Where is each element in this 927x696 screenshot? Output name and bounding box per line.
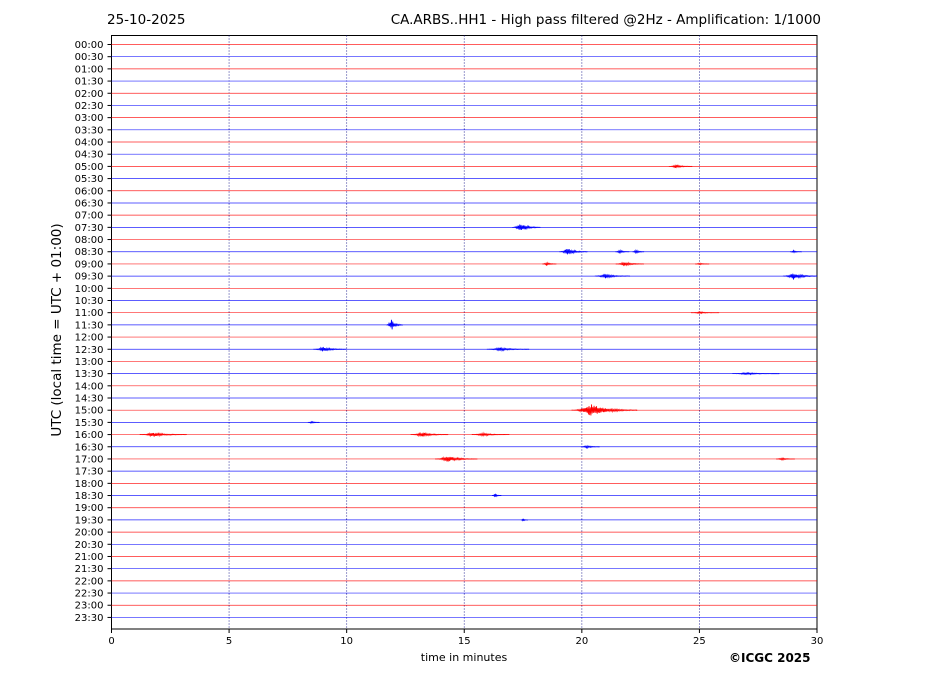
seismic-event bbox=[386, 319, 404, 330]
copyright-label: ©ICGC 2025 bbox=[729, 651, 811, 665]
seismic-event bbox=[690, 310, 720, 315]
x-tick-label: 0 bbox=[108, 636, 114, 647]
y-tick-label: 20:00 bbox=[75, 528, 104, 539]
seismic-event bbox=[512, 224, 541, 231]
y-tick-label: 04:00 bbox=[75, 138, 104, 149]
y-tick-label: 21:30 bbox=[75, 564, 104, 575]
seismic-event bbox=[313, 346, 347, 352]
y-tick-label: 09:00 bbox=[75, 259, 104, 270]
chart-title: CA.ARBS..HH1 - High pass filtered @2Hz -… bbox=[390, 12, 821, 28]
y-tick-label: 01:00 bbox=[75, 64, 104, 75]
y-tick-label: 04:30 bbox=[75, 150, 104, 161]
x-tick-label: 20 bbox=[575, 636, 588, 647]
y-tick-label: 11:00 bbox=[75, 308, 104, 319]
y-tick-label: 07:00 bbox=[75, 211, 104, 222]
x-tick-label: 15 bbox=[458, 636, 471, 647]
seismic-event bbox=[580, 444, 600, 450]
y-tick-label: 12:30 bbox=[75, 345, 104, 356]
y-tick-label: 08:00 bbox=[75, 235, 104, 246]
y-tick-label: 15:30 bbox=[75, 418, 104, 429]
y-tick-label: 07:30 bbox=[75, 223, 104, 234]
seismic-event bbox=[732, 371, 780, 376]
seismic-event bbox=[486, 346, 530, 352]
y-tick-label: 05:30 bbox=[75, 174, 104, 185]
y-tick-label: 01:30 bbox=[75, 77, 104, 88]
y-tick-label: 08:30 bbox=[75, 247, 104, 258]
seismic-event bbox=[668, 164, 693, 169]
y-tick-label: 02:30 bbox=[75, 101, 104, 112]
date-label: 25-10-2025 bbox=[107, 12, 186, 28]
y-tick-label: 00:00 bbox=[75, 40, 104, 51]
seismic-event bbox=[789, 249, 802, 254]
seismic-event bbox=[471, 431, 510, 437]
seismic-event bbox=[139, 432, 187, 438]
x-axis-label: time in minutes bbox=[420, 651, 508, 664]
y-tick-label: 22:30 bbox=[75, 589, 104, 600]
seismic-event bbox=[782, 273, 818, 280]
y-tick-label: 13:00 bbox=[75, 357, 104, 368]
y-tick-label: 14:00 bbox=[75, 381, 104, 392]
seismic-event bbox=[776, 457, 795, 462]
seismic-event bbox=[559, 249, 588, 255]
seismic-event bbox=[435, 456, 478, 462]
y-tick-label: 23:30 bbox=[75, 613, 104, 624]
y-tick-label: 19:30 bbox=[75, 515, 104, 526]
y-tick-label: 14:30 bbox=[75, 394, 104, 405]
y-tick-label: 09:30 bbox=[75, 272, 104, 283]
y-tick-label: 23:00 bbox=[75, 601, 104, 612]
seismic-event bbox=[491, 493, 502, 498]
y-tick-label: 10:30 bbox=[75, 296, 104, 307]
y-tick-label: 10:00 bbox=[75, 284, 104, 295]
y-tick-label: 02:00 bbox=[75, 89, 104, 100]
seismic-event bbox=[520, 518, 529, 522]
x-tick-label: 10 bbox=[340, 636, 353, 647]
y-tick-label: 11:30 bbox=[75, 320, 104, 331]
y-tick-label: 19:00 bbox=[75, 503, 104, 514]
y-tick-label: 18:00 bbox=[75, 479, 104, 490]
y-tick-label: 13:30 bbox=[75, 369, 104, 380]
y-tick-label: 20:30 bbox=[75, 540, 104, 551]
y-tick-label: 16:00 bbox=[75, 430, 104, 441]
y-tick-label: 22:00 bbox=[75, 576, 104, 587]
y-tick-label: 16:30 bbox=[75, 442, 104, 453]
y-tick-label: 03:30 bbox=[75, 125, 104, 136]
seismic-event bbox=[571, 404, 638, 416]
y-tick-label: 21:00 bbox=[75, 552, 104, 563]
y-tick-label: 06:30 bbox=[75, 198, 104, 209]
y-tick-label: 03:00 bbox=[75, 113, 104, 124]
y-tick-label: 05:00 bbox=[75, 162, 104, 173]
seismic-event bbox=[632, 248, 645, 255]
x-tick-label: 30 bbox=[811, 636, 824, 647]
x-tick-label: 25 bbox=[693, 636, 706, 647]
seismic-event bbox=[615, 261, 645, 267]
y-tick-label: 17:00 bbox=[75, 454, 104, 465]
seismic-event bbox=[410, 431, 449, 438]
y-tick-label: 12:00 bbox=[75, 333, 104, 344]
seismic-event bbox=[594, 273, 631, 279]
seismic-event bbox=[615, 249, 630, 254]
y-tick-label: 06:00 bbox=[75, 186, 104, 197]
y-tick-label: 15:00 bbox=[75, 406, 104, 417]
y-tick-label: 18:30 bbox=[75, 491, 104, 502]
y-tick-label: 17:30 bbox=[75, 467, 104, 478]
seismic-event bbox=[695, 262, 710, 266]
seismic-event bbox=[542, 261, 557, 266]
y-tick-label: 00:30 bbox=[75, 52, 104, 63]
seismic-event bbox=[307, 420, 320, 424]
x-tick-label: 5 bbox=[226, 636, 232, 647]
